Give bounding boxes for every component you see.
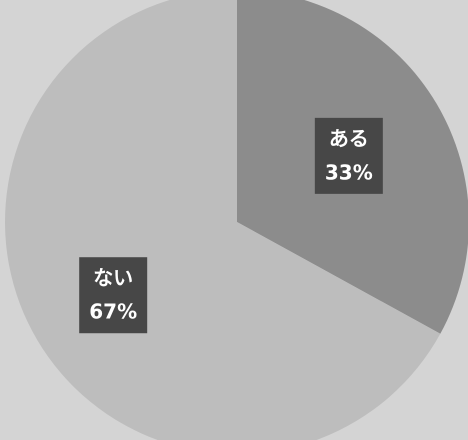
- category-label: ある: [329, 126, 369, 150]
- value-label: 33%: [325, 160, 373, 184]
- value-label: 67%: [89, 300, 137, 324]
- label-box: [314, 117, 383, 194]
- label-box: [79, 257, 148, 334]
- category-label: ない: [93, 266, 133, 290]
